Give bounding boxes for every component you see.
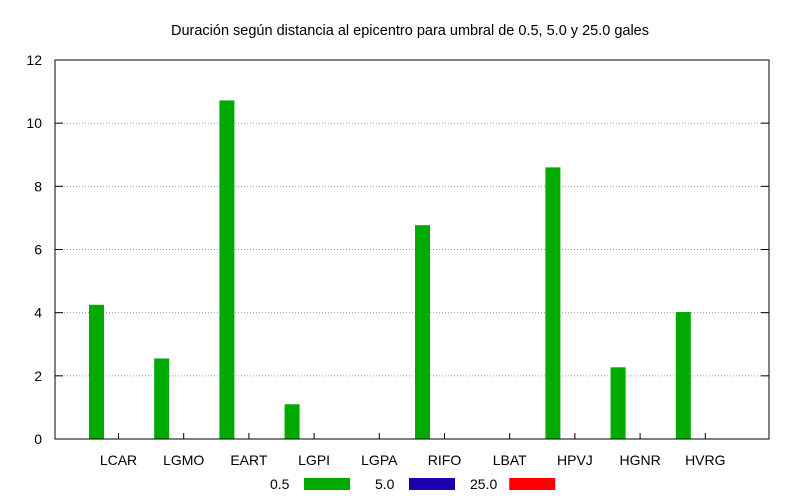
x-tick-label: RIFO (428, 452, 462, 468)
y-tick-label: 2 (34, 368, 42, 384)
legend-label: 5.0 (375, 476, 395, 492)
chart-title: Duración según distancia al epicentro pa… (171, 23, 649, 39)
bar (89, 304, 104, 439)
bar (545, 167, 561, 439)
x-tick-label: LGPA (361, 452, 398, 468)
x-tick-label: HPVJ (557, 452, 593, 468)
legend-label: 0.5 (270, 476, 290, 492)
x-tick-label: LBAT (493, 452, 527, 468)
legend-swatch (509, 478, 556, 490)
y-tick-label: 8 (34, 178, 42, 194)
bar (154, 358, 170, 439)
y-tick-label: 4 (34, 305, 42, 321)
x-tick-label: HVRG (685, 452, 725, 468)
bar (610, 367, 626, 439)
bar (675, 312, 691, 439)
bar (284, 404, 300, 439)
axis-ticks: 0 2 4 6 8 10 12 LCAR LGMO EART LGPI LGPA RIFO LBAT HPV… (26, 52, 769, 468)
y-tick-label: 6 (34, 242, 42, 258)
legend-swatch (409, 478, 455, 490)
bars (89, 100, 691, 439)
legend-label: 25.0 (470, 476, 497, 492)
y-tick-label: 0 (34, 431, 42, 447)
legend-swatch (304, 478, 350, 490)
legend: 0.5 5.0 25.0 (270, 476, 556, 492)
x-tick-label: LCAR (100, 452, 137, 468)
bar (415, 225, 430, 439)
x-tick-label: HGNR (619, 452, 660, 468)
bar (219, 100, 235, 439)
x-tick-label: LGMO (163, 452, 204, 468)
y-tick-label: 12 (26, 52, 42, 68)
x-tick-label: LGPI (298, 452, 330, 468)
x-tick-label: EART (230, 452, 268, 468)
gridlines (55, 122, 769, 377)
y-tick-label: 10 (26, 115, 42, 131)
